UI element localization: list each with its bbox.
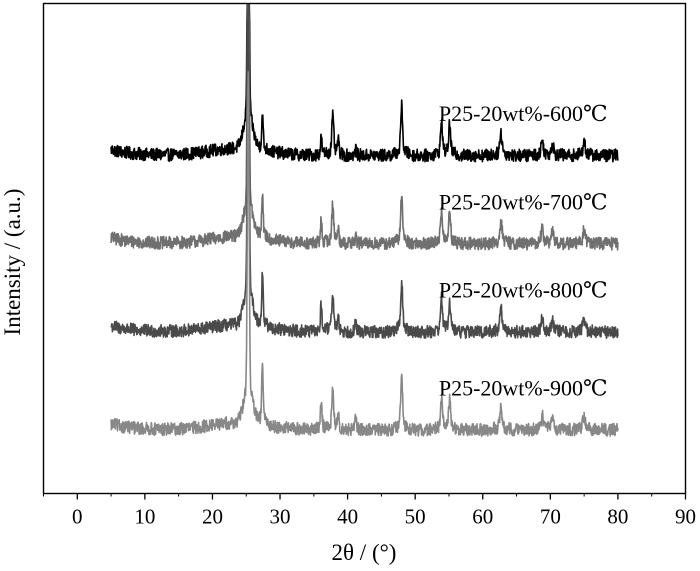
x-tick-label: 50: [405, 505, 426, 529]
series-labels: P25-20wt%-600℃ P25-20wt%-700℃ P25-20wt%-80…: [439, 101, 608, 400]
series-line-1: [110, 3, 619, 251]
x-tick-label: 60: [472, 505, 493, 529]
x-tick-label: 90: [675, 505, 696, 529]
y-axis-title: Intensity / (a.u.): [0, 189, 25, 336]
series-line-0: [110, 3, 619, 163]
series-label-0: P25-20wt%-600℃: [439, 101, 608, 126]
x-tick-label: 30: [270, 505, 291, 529]
x-axis-title: 2θ / (°): [332, 540, 397, 565]
series-curves: [110, 3, 619, 437]
x-tick-label: 20: [202, 505, 223, 529]
series-label-2: P25-20wt%-800℃: [439, 278, 608, 303]
x-axis-ticks: 0 10 20 30 40 50 60 70 80 90: [43, 493, 696, 529]
x-tick-label: 40: [337, 505, 358, 529]
x-tick-label: 10: [134, 505, 155, 529]
x-tick-label: 80: [607, 505, 628, 529]
x-tick-label: 0: [72, 505, 83, 529]
series-line-3: [110, 70, 619, 437]
series-label-3: P25-20wt%-900℃: [439, 376, 608, 401]
series-label-1: P25-20wt%-700℃: [439, 189, 608, 214]
series-line-2: [110, 3, 619, 339]
x-tick-label: 70: [540, 505, 561, 529]
plot-frame: [42, 2, 687, 495]
